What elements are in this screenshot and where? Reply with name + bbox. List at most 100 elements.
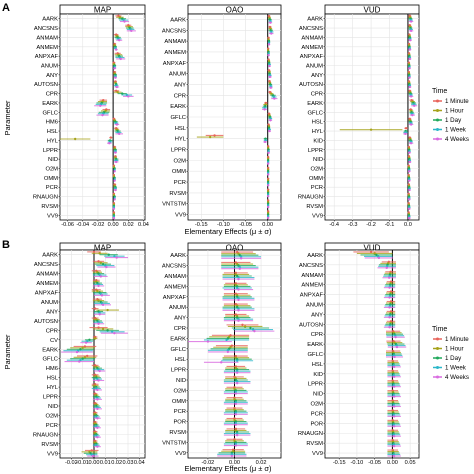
y-tick-label: GFLC bbox=[43, 110, 58, 116]
y-tick-label: ANMAM bbox=[301, 35, 323, 41]
x-tick-label: 0.02 bbox=[111, 460, 122, 466]
data-point bbox=[408, 85, 411, 89]
data-point bbox=[369, 250, 373, 254]
x-tick-label: 0.00 bbox=[108, 222, 119, 228]
legend-key-point bbox=[436, 128, 439, 131]
y-tick-label: PCR bbox=[174, 409, 186, 415]
data-point bbox=[83, 356, 87, 359]
data-point bbox=[408, 188, 411, 192]
data-point bbox=[235, 371, 239, 374]
y-tick-label: CV bbox=[50, 338, 58, 344]
x-tick-label: -0.15 bbox=[333, 460, 346, 466]
x-tick-label: -0.15 bbox=[195, 222, 208, 228]
data-point bbox=[268, 129, 271, 133]
y-tick-label: LPPR bbox=[171, 368, 186, 374]
data-point bbox=[88, 338, 91, 342]
data-point bbox=[234, 273, 238, 276]
data-point bbox=[81, 346, 84, 350]
data-point bbox=[230, 344, 234, 347]
data-point bbox=[92, 250, 96, 254]
series-1-day bbox=[206, 254, 270, 454]
data-point bbox=[125, 93, 128, 97]
x-tick-label: 0.05 bbox=[405, 460, 416, 466]
data-point bbox=[408, 198, 411, 201]
y-tick-label: ANCSNS bbox=[299, 26, 323, 32]
data-point bbox=[392, 435, 396, 438]
legend-entry: 1 Day bbox=[445, 355, 462, 362]
y-tick-label: ANMEM bbox=[36, 45, 58, 51]
data-point bbox=[393, 341, 396, 344]
series-4-weeks bbox=[188, 257, 275, 458]
data-point bbox=[393, 355, 396, 359]
data-point bbox=[237, 309, 240, 312]
data-point bbox=[96, 398, 99, 401]
y-tick-label: HSL bbox=[312, 362, 324, 368]
y-tick-label: AUTOSN bbox=[299, 322, 323, 328]
data-point bbox=[113, 170, 116, 173]
data-point bbox=[234, 423, 238, 426]
data-point bbox=[227, 335, 231, 339]
x-tick-label: 0.02 bbox=[123, 222, 134, 228]
data-point bbox=[101, 262, 105, 266]
y-tick-label: AARK bbox=[42, 253, 58, 259]
y-tick-label: CPR bbox=[311, 92, 323, 98]
data-point bbox=[388, 316, 391, 319]
data-point bbox=[234, 366, 238, 370]
data-point bbox=[233, 408, 236, 411]
data-point bbox=[237, 288, 240, 291]
data-point bbox=[369, 128, 373, 131]
data-point bbox=[235, 274, 239, 278]
y-tick-label: AARK bbox=[307, 17, 323, 23]
data-point bbox=[227, 347, 231, 350]
data-point bbox=[234, 402, 238, 406]
data-point bbox=[97, 284, 100, 288]
series-4-weeks bbox=[61, 256, 128, 458]
y-tick-label: VV9 bbox=[312, 213, 323, 219]
legend-entry: 1 Day bbox=[445, 117, 462, 124]
data-point bbox=[263, 108, 266, 111]
facet-title: VUD bbox=[364, 244, 381, 253]
y-axis-title-a: Parameter bbox=[3, 100, 12, 136]
x-tick-label: -0.05 bbox=[368, 460, 381, 466]
y-tick-label: EARK bbox=[307, 342, 323, 348]
legend-a: Time 1 Minute 1 Hour 1 Day 1 Week 4 Weeks bbox=[432, 88, 469, 143]
y-tick-label: AUTOSN bbox=[34, 319, 58, 325]
y-tick-label: HSL bbox=[175, 126, 187, 132]
data-point bbox=[267, 54, 270, 57]
data-point bbox=[235, 359, 239, 362]
data-point bbox=[413, 104, 416, 107]
data-point bbox=[408, 207, 411, 210]
data-point bbox=[208, 135, 212, 139]
x-tick-label: -0.02 bbox=[65, 460, 78, 466]
y-tick-label: RVSM bbox=[41, 204, 58, 210]
data-point bbox=[113, 67, 116, 70]
data-point bbox=[375, 253, 378, 257]
data-point bbox=[99, 104, 102, 107]
data-point bbox=[234, 378, 238, 382]
facet-title: MAP bbox=[94, 6, 111, 15]
data-point bbox=[408, 76, 411, 79]
y-tick-label: ANY bbox=[46, 309, 58, 315]
data-point bbox=[392, 454, 396, 458]
data-point bbox=[114, 188, 117, 192]
y-tick-label: ANMEM bbox=[36, 281, 58, 287]
data-point bbox=[268, 90, 272, 94]
y-tick-label: KID bbox=[313, 372, 323, 378]
series-1-day bbox=[66, 253, 119, 455]
y-tick-label: ANUM bbox=[306, 64, 323, 70]
data-point bbox=[267, 151, 270, 154]
data-point bbox=[270, 32, 273, 35]
data-point bbox=[388, 286, 391, 289]
y-tick-label: RNAUGN bbox=[298, 431, 323, 437]
series-1-week bbox=[364, 255, 406, 456]
data-point bbox=[235, 433, 239, 437]
legend-entry: 4 Weeks bbox=[445, 374, 469, 381]
legend-entry: 1 Week bbox=[445, 127, 467, 134]
x-tick-label: 0.00 bbox=[387, 460, 398, 466]
y-tick-label: AARK bbox=[42, 17, 58, 23]
legend-entry: 1 Minute bbox=[445, 336, 469, 343]
data-point bbox=[98, 369, 101, 373]
y-tick-label: AARK bbox=[170, 253, 186, 259]
y-tick-label: ANMAM bbox=[36, 35, 58, 41]
y-tick-label: O2M bbox=[45, 413, 58, 419]
